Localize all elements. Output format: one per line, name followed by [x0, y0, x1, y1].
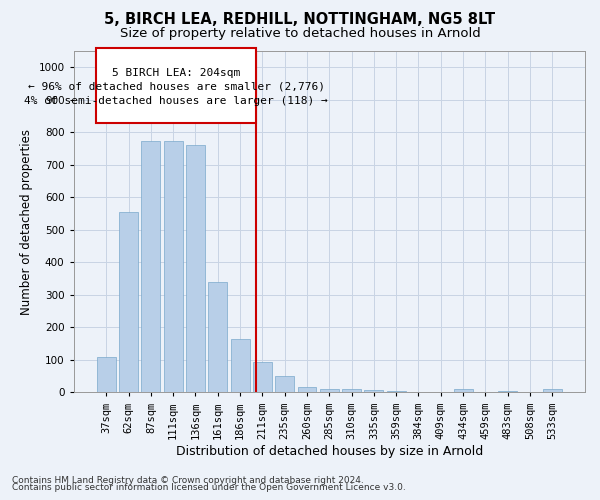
Bar: [498, 391, 517, 392]
FancyBboxPatch shape: [96, 48, 256, 122]
Bar: [253, 362, 272, 392]
Y-axis label: Number of detached properties: Number of detached properties: [20, 129, 33, 315]
Bar: [454, 389, 473, 392]
Text: Contains public sector information licensed under the Open Government Licence v3: Contains public sector information licen…: [12, 484, 406, 492]
Bar: [142, 140, 160, 392]
Text: Contains HM Land Registry data © Crown copyright and database right 2024.: Contains HM Land Registry data © Crown c…: [12, 476, 364, 485]
Text: 5, BIRCH LEA, REDHILL, NOTTINGHAM, NG5 8LT: 5, BIRCH LEA, REDHILL, NOTTINGHAM, NG5 8…: [104, 12, 496, 28]
Bar: [543, 389, 562, 392]
Bar: [364, 390, 383, 392]
Bar: [164, 140, 182, 392]
Text: 5 BIRCH LEA: 204sqm
← 96% of detached houses are smaller (2,776)
4% of semi-deta: 5 BIRCH LEA: 204sqm ← 96% of detached ho…: [25, 68, 328, 106]
Text: Size of property relative to detached houses in Arnold: Size of property relative to detached ho…: [119, 28, 481, 40]
Bar: [97, 356, 116, 392]
Bar: [342, 388, 361, 392]
Bar: [186, 146, 205, 392]
Bar: [208, 282, 227, 393]
X-axis label: Distribution of detached houses by size in Arnold: Distribution of detached houses by size …: [176, 444, 483, 458]
Bar: [230, 339, 250, 392]
Bar: [320, 388, 339, 392]
Bar: [298, 386, 316, 392]
Bar: [119, 212, 138, 392]
Bar: [387, 391, 406, 392]
Bar: [275, 376, 294, 392]
